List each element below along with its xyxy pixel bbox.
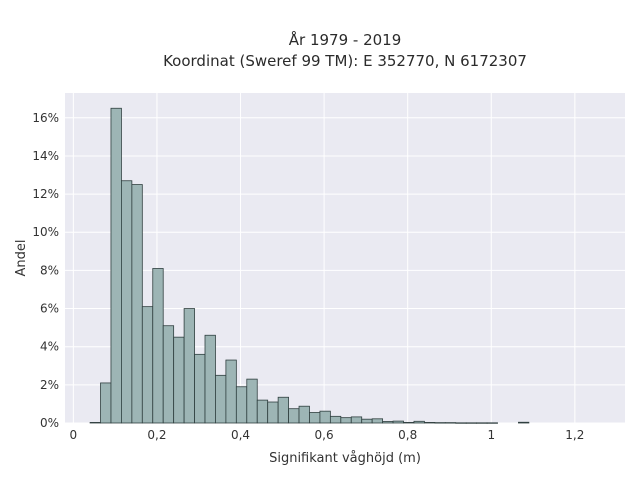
histogram-bar bbox=[173, 336, 185, 424]
histogram-bar bbox=[476, 422, 488, 424]
histogram-bar bbox=[403, 422, 415, 424]
histogram-bar bbox=[131, 184, 143, 424]
y-tick-label: 4% bbox=[40, 340, 59, 354]
histogram-bar bbox=[350, 416, 363, 424]
x-tick-label: 0 bbox=[70, 428, 78, 442]
x-tick-label: 0,8 bbox=[398, 428, 417, 442]
y-tick-label: 10% bbox=[32, 225, 59, 239]
chart-title-line-1: År 1979 - 2019 bbox=[289, 30, 402, 49]
histogram-bar bbox=[329, 415, 342, 424]
histogram-bar bbox=[309, 412, 321, 424]
y-axis-ticks: 0% 2% 4% 6% 8% 10% 12% 14% 16% bbox=[32, 111, 59, 430]
y-tick-label: 0% bbox=[40, 416, 59, 430]
y-tick-label: 12% bbox=[32, 187, 59, 201]
histogram-bar bbox=[235, 386, 248, 424]
histogram-bar bbox=[424, 422, 436, 424]
y-tick-label: 14% bbox=[32, 149, 59, 163]
histogram-bar bbox=[361, 418, 373, 424]
histogram-bar bbox=[183, 308, 195, 424]
x-axis-label: Signifikant våghöjd (m) bbox=[269, 451, 421, 466]
histogram-bar bbox=[382, 421, 394, 424]
histogram-bar bbox=[434, 422, 446, 424]
histogram-bar bbox=[256, 399, 269, 424]
y-tick-label: 6% bbox=[40, 302, 59, 316]
y-tick-label: 8% bbox=[40, 263, 59, 277]
x-axis-ticks: 0 0,2 0,4 0,6 0,8 1 1,2 bbox=[70, 428, 585, 442]
y-tick-label: 2% bbox=[40, 378, 59, 392]
x-tick-label: 0,2 bbox=[147, 428, 166, 442]
chart-title: År 1979 - 2019 Koordinat (Sweref 99 TM):… bbox=[163, 30, 527, 70]
histogram-bar bbox=[444, 422, 457, 424]
chart-title-line-2: Koordinat (Sweref 99 TM): E 352770, N 61… bbox=[163, 52, 527, 70]
histogram-bar bbox=[141, 306, 154, 424]
histogram-bar bbox=[455, 422, 467, 424]
histogram-bar bbox=[298, 405, 310, 424]
x-tick-label: 0,6 bbox=[315, 428, 334, 442]
histogram-bar bbox=[518, 421, 530, 424]
histogram-bar bbox=[162, 325, 175, 424]
y-axis-label: Andel bbox=[14, 240, 29, 277]
x-tick-label: 1,2 bbox=[565, 428, 584, 442]
x-tick-label: 1 bbox=[487, 428, 495, 442]
histogram-bar bbox=[319, 410, 331, 424]
y-tick-label: 16% bbox=[32, 111, 59, 125]
histogram-bar bbox=[89, 422, 101, 424]
histogram-bar bbox=[277, 396, 289, 424]
histogram-bar bbox=[194, 353, 206, 424]
histogram-bar bbox=[288, 408, 300, 424]
histogram-bar bbox=[121, 180, 133, 424]
histogram-bar bbox=[413, 420, 425, 424]
histogram-bar bbox=[267, 401, 279, 424]
histogram-bar bbox=[110, 107, 122, 424]
histogram-bar bbox=[225, 359, 237, 424]
histogram-bar bbox=[486, 422, 498, 424]
histogram-bar bbox=[340, 417, 352, 424]
histogram-bar bbox=[371, 418, 384, 424]
histogram-bar bbox=[152, 268, 164, 424]
histogram-bars bbox=[89, 107, 530, 424]
histogram-bar bbox=[246, 378, 258, 424]
x-tick-label: 0,4 bbox=[231, 428, 250, 442]
histogram-bar bbox=[465, 422, 478, 424]
histogram-bar bbox=[100, 382, 112, 424]
histogram-bar bbox=[204, 334, 216, 424]
histogram-bar bbox=[392, 420, 404, 424]
histogram-bar bbox=[215, 374, 227, 424]
